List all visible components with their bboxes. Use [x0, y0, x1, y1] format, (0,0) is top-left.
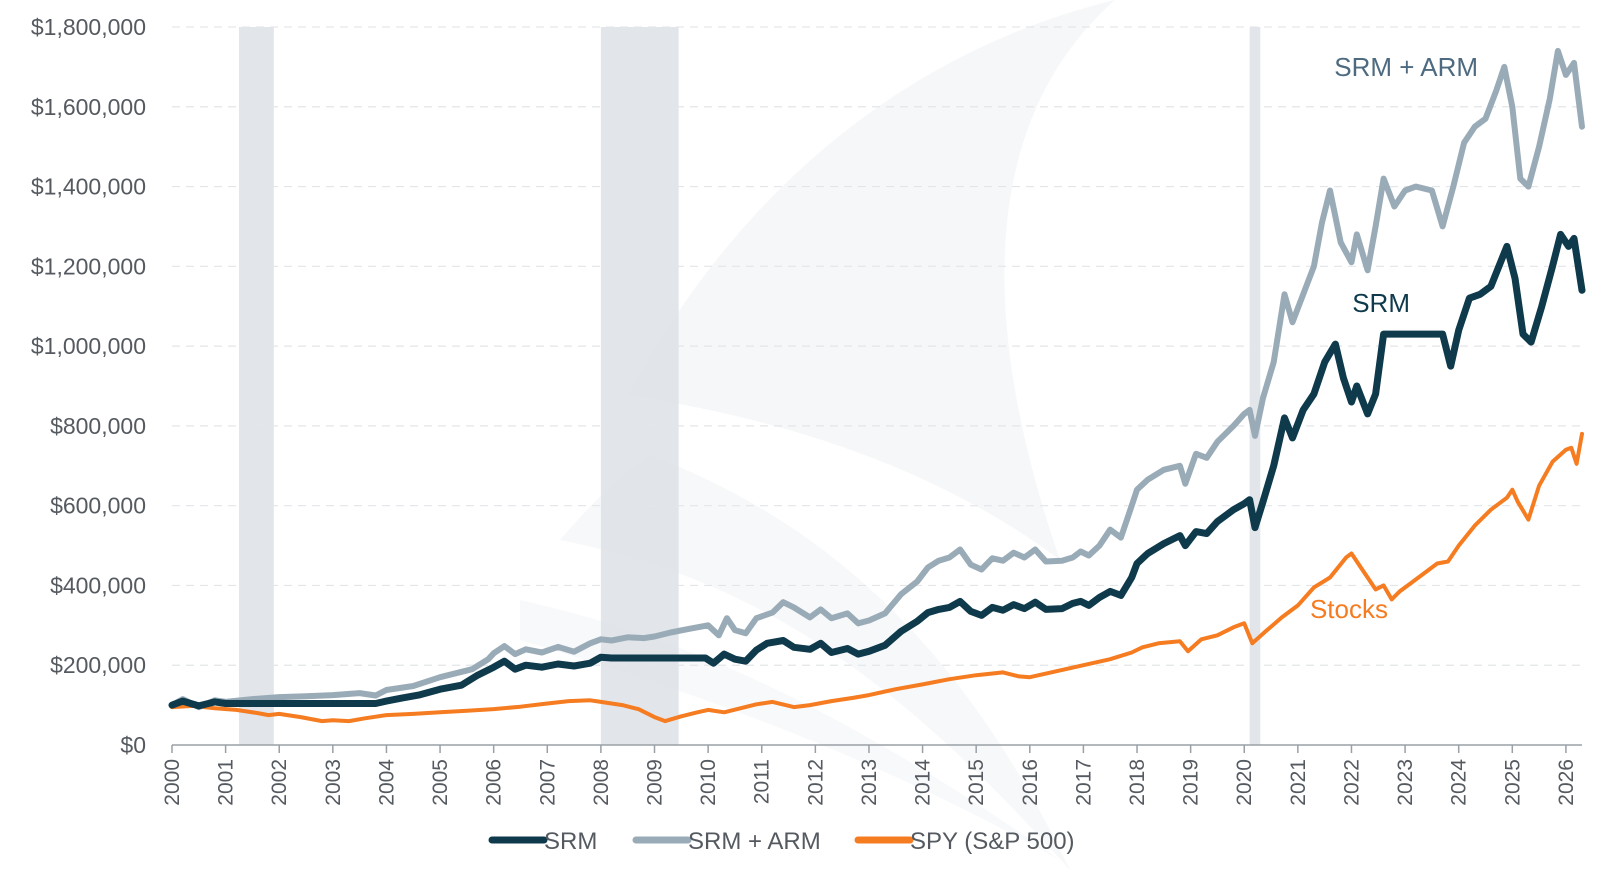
y-tick-label-6: $1,200,000 [31, 253, 146, 279]
x-tick-label-11: 2011 [751, 759, 774, 804]
x-tick-label-20: 2020 [1233, 759, 1256, 806]
y-tick-label-1: $200,000 [50, 652, 146, 678]
shaded-period-2 [1249, 27, 1261, 745]
x-tick-label-12: 2012 [804, 759, 827, 806]
series-line-srm-arm [169, 47, 1585, 711]
y-tick-label-3: $600,000 [50, 493, 146, 519]
recession-shading [239, 27, 1261, 745]
x-tick-label-3: 2003 [322, 759, 345, 806]
grid-lines [172, 26, 1582, 666]
x-tick-label-25: 2025 [1501, 759, 1524, 806]
x-tick-label-9: 2009 [644, 759, 667, 806]
x-tick-label-17: 2017 [1072, 759, 1095, 806]
x-tick-label-16: 2016 [1019, 759, 1042, 806]
x-tick-label-23: 2023 [1394, 759, 1417, 806]
x-tick-label-18: 2018 [1126, 759, 1149, 806]
y-tick-label-5: $1,000,000 [31, 333, 146, 359]
x-tick-label-8: 2008 [590, 759, 613, 806]
x-axis: 2000 2001 2002 2003 2004 2005 2006 2007 2008 2009… [161, 744, 1582, 806]
x-tick-label-22: 2022 [1340, 759, 1363, 806]
shaded-period-0 [239, 27, 274, 745]
x-tick-label-1: 2001 [215, 759, 238, 806]
x-tick-label-15: 2015 [965, 759, 988, 806]
series-line-spy-s-p-500 [170, 431, 1584, 724]
annotation-stocks: Stocks [1310, 594, 1388, 624]
y-tick-label-8: $1,600,000 [31, 94, 146, 120]
annotation-srm: SRM [1352, 288, 1410, 318]
x-tick-label-13: 2013 [858, 759, 881, 806]
y-tick-label-7: $1,400,000 [31, 174, 146, 200]
x-tick-label-2: 2002 [268, 759, 291, 806]
shaded-period-1 [600, 27, 679, 745]
x-tick-label-0: 2000 [161, 759, 184, 806]
y-tick-label-0: $0 [120, 732, 146, 758]
annotation-srm-arm: SRM + ARM [1334, 52, 1478, 82]
y-tick-label-9: $1,800,000 [31, 14, 146, 40]
x-tick-label-14: 2014 [912, 759, 935, 806]
x-tick-label-26: 2026 [1555, 759, 1578, 806]
y-axis: $0 $200,000 $400,000 $600,000 $800,000 $1,000… [31, 14, 146, 758]
legend-label-2: SPY (S&P 500) [910, 828, 1075, 855]
x-tick-label-7: 2007 [536, 759, 559, 806]
x-tick-label-10: 2010 [697, 759, 720, 806]
x-tick-label-5: 2005 [429, 759, 452, 806]
y-tick-label-4: $800,000 [50, 413, 146, 439]
series-lines [168, 47, 1586, 724]
series-line-srm [168, 230, 1586, 710]
legend-label-0: SRM [544, 828, 597, 855]
x-tick-label-6: 2006 [483, 759, 506, 806]
series-annotations: SRM + ARM SRM Stocks [1310, 52, 1478, 624]
x-tick-label-21: 2021 [1287, 759, 1310, 806]
y-tick-label-2: $400,000 [50, 572, 146, 598]
x-tick-label-4: 2004 [375, 759, 398, 806]
legend-label-1: SRM + ARM [688, 828, 821, 855]
x-tick-label-24: 2024 [1448, 759, 1471, 806]
x-tick-label-19: 2019 [1180, 759, 1203, 806]
legend: SRM SRM + ARM SPY (S&P 500) [488, 828, 1075, 855]
